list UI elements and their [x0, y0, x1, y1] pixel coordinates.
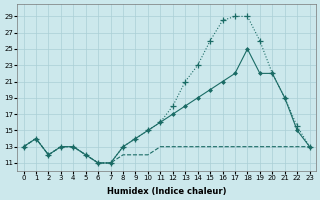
X-axis label: Humidex (Indice chaleur): Humidex (Indice chaleur) [107, 187, 226, 196]
